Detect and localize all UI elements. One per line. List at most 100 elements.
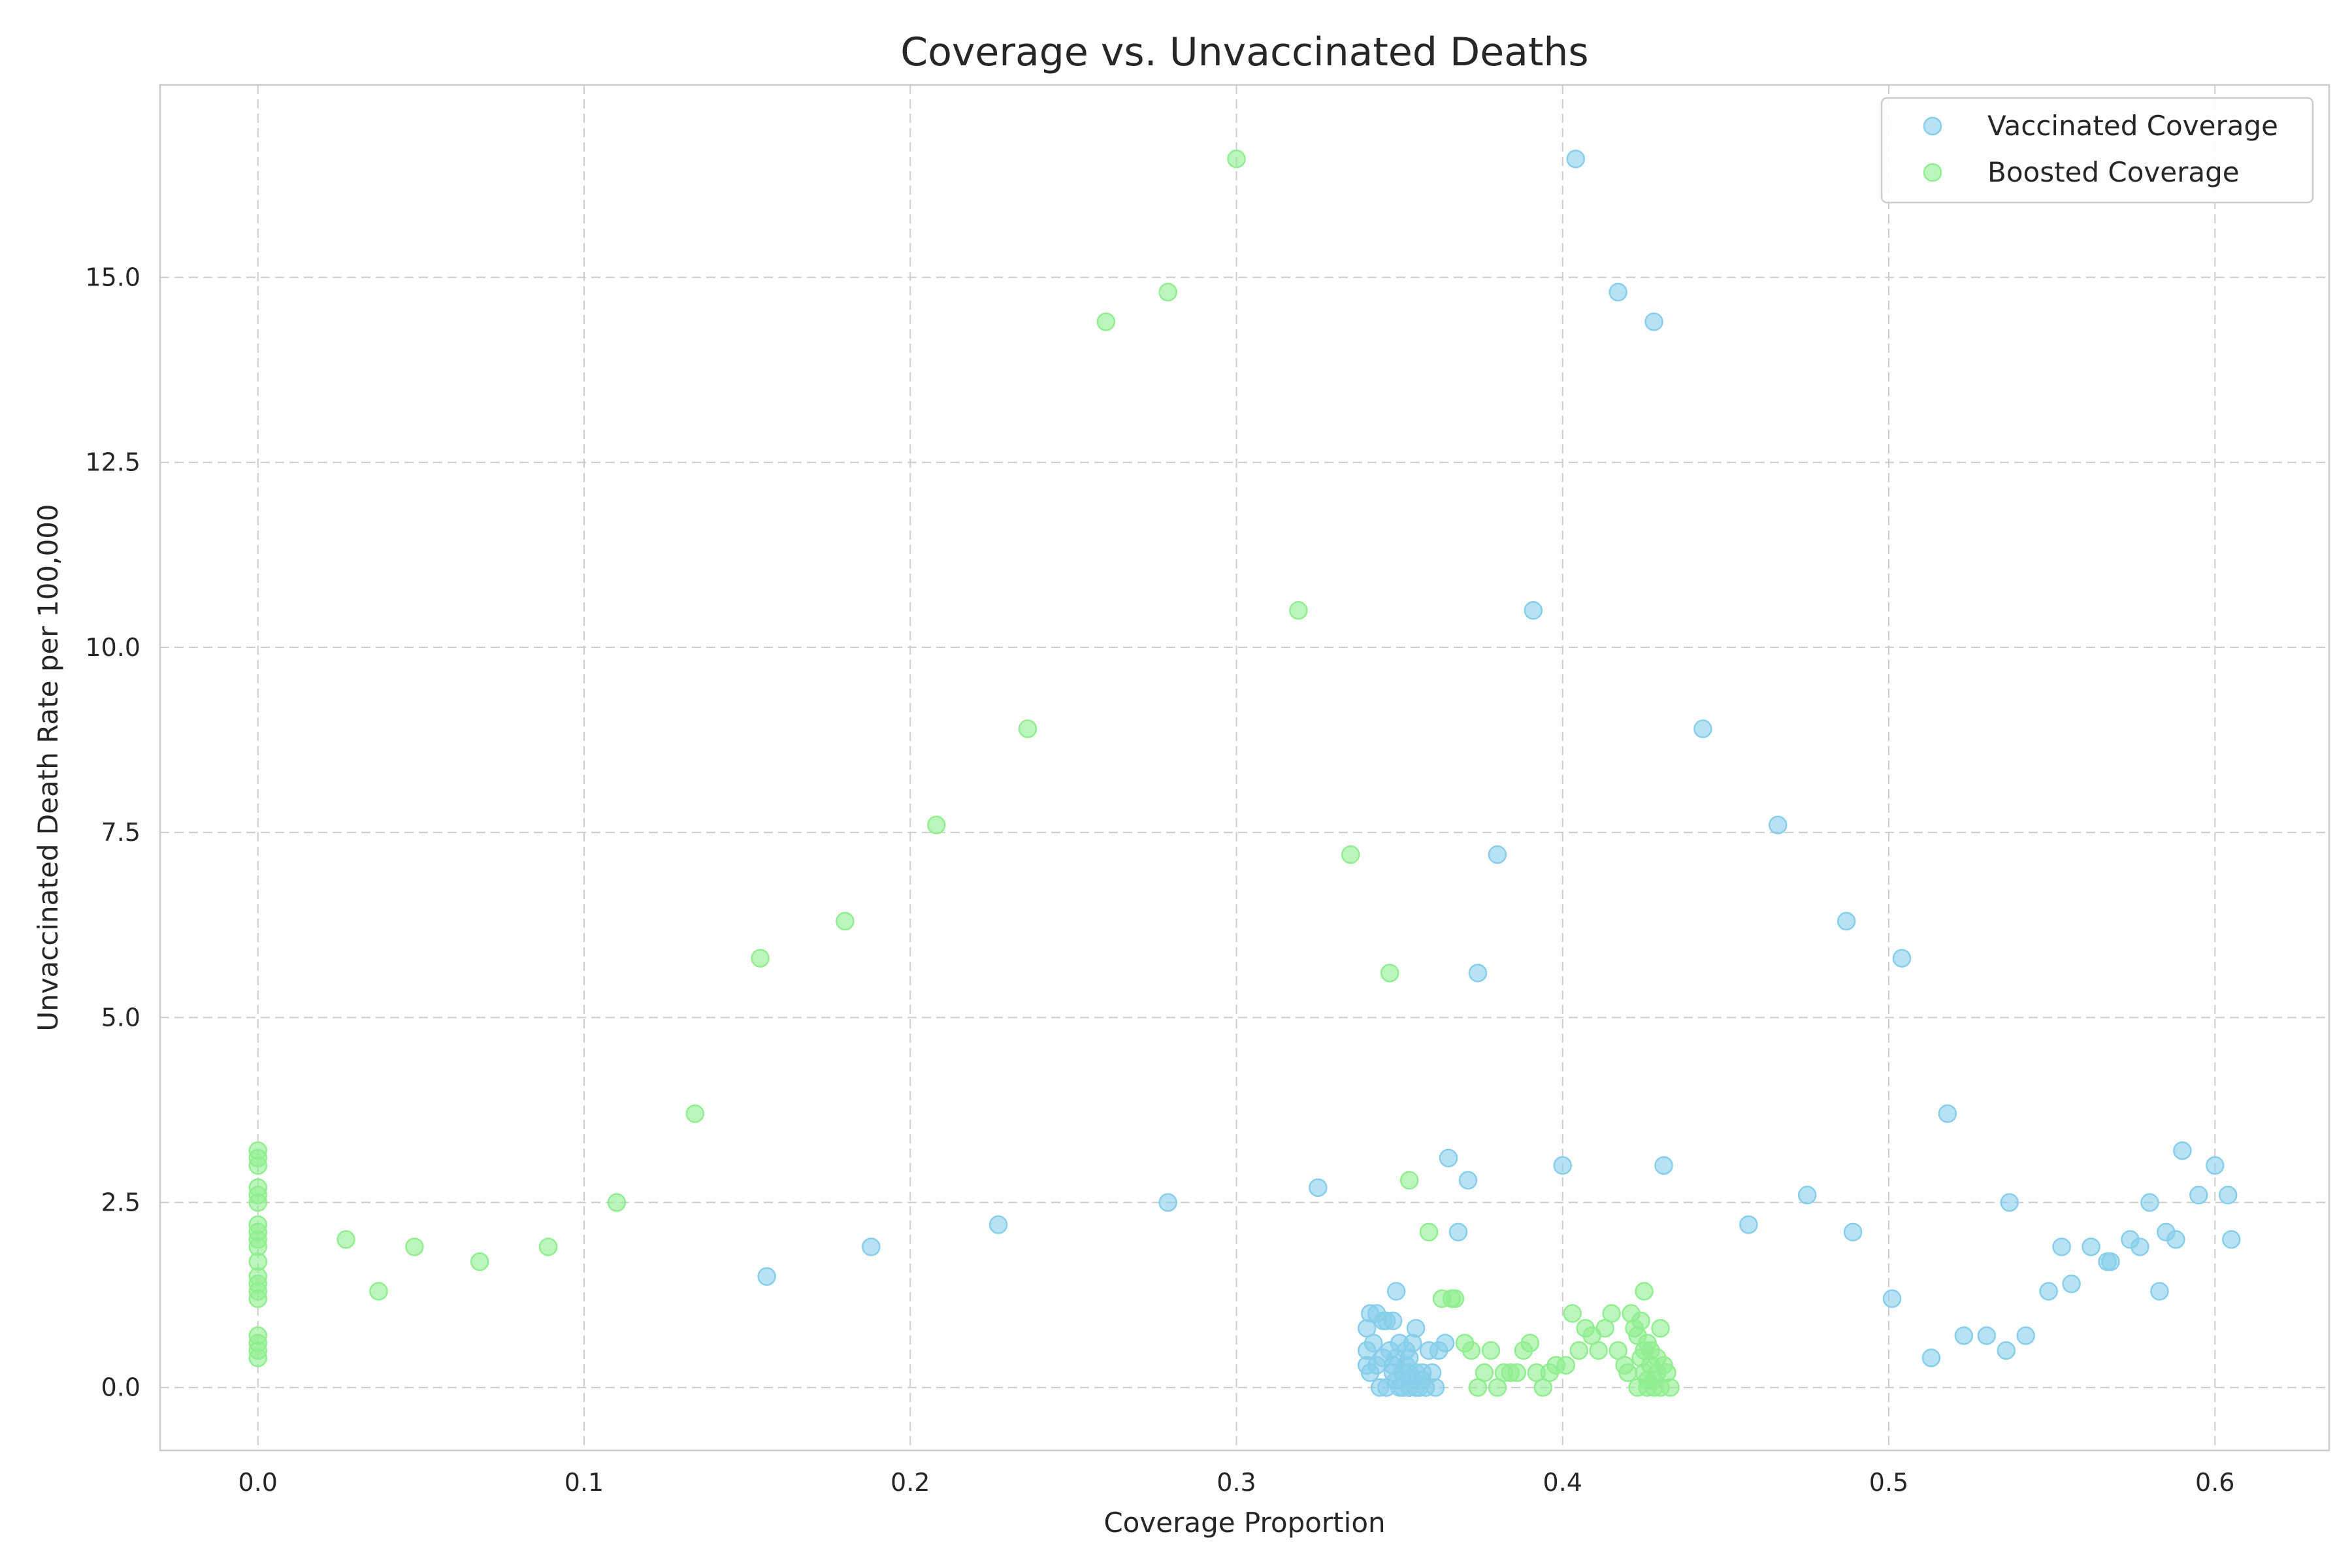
data-point	[369, 1282, 388, 1301]
data-point	[607, 1193, 627, 1212]
data-point	[1693, 719, 1712, 738]
data-point	[1609, 282, 1627, 302]
x-tick-label: 0.2	[890, 1468, 930, 1497]
data-point	[1638, 1371, 1657, 1390]
data-point	[2150, 1282, 2169, 1301]
data-point	[1520, 1333, 1540, 1352]
data-point	[1426, 1378, 1445, 1397]
data-point	[1406, 1318, 1426, 1338]
data-point	[2221, 1230, 2241, 1249]
data-point	[1954, 1326, 1974, 1345]
chart-title: Coverage vs. Unvaccinated Deaths	[900, 29, 1588, 75]
data-point	[1739, 1215, 1758, 1234]
data-point	[1618, 1363, 1637, 1382]
data-point	[1797, 1185, 1817, 1205]
data-point	[1435, 1333, 1455, 1352]
data-point	[1843, 1222, 1863, 1242]
data-point	[1553, 1156, 1573, 1175]
plot-background	[160, 85, 2329, 1450]
data-point	[1439, 1149, 1458, 1168]
data-point	[1589, 1341, 1608, 1360]
legend-label-vaccinated: Vaccinated Coverage	[1987, 110, 2278, 142]
y-tick-labels: 0.0 2.5 5.0 7.5 10.0 12.5 15.0	[85, 263, 140, 1402]
y-tick-label: 15.0	[85, 263, 140, 292]
data-point	[751, 949, 770, 968]
data-point	[1475, 1363, 1494, 1382]
data-point	[2189, 1185, 2208, 1205]
data-point	[1644, 312, 1663, 331]
data-point	[1227, 150, 1246, 169]
data-point	[1977, 1326, 1997, 1345]
x-tick-label: 0.6	[2195, 1468, 2234, 1497]
data-point	[862, 1237, 881, 1256]
plot-frame	[159, 84, 2330, 1452]
data-point	[538, 1237, 558, 1256]
data-point	[2101, 1252, 2120, 1271]
data-point	[1921, 1348, 1941, 1367]
data-point	[248, 1193, 268, 1212]
data-point	[1635, 1341, 1654, 1360]
data-point	[1399, 1171, 1419, 1190]
data-point	[470, 1252, 489, 1271]
y-tick-label: 5.0	[101, 1003, 140, 1032]
data-point	[2206, 1156, 2225, 1175]
data-point	[1938, 1104, 1957, 1123]
data-point	[1445, 1289, 1465, 1309]
data-point	[2218, 1185, 2238, 1205]
data-point	[2131, 1237, 2149, 1256]
data-point	[1892, 949, 1912, 968]
data-point	[1481, 1341, 1501, 1360]
data-point	[1524, 601, 1543, 620]
data-point	[1158, 282, 1177, 302]
data-point	[1488, 845, 1507, 864]
data-point	[2166, 1230, 2185, 1249]
y-tick-label: 7.5	[101, 818, 140, 847]
data-point	[1602, 1304, 1621, 1323]
data-point	[1158, 1193, 1177, 1212]
data-point	[336, 1230, 355, 1249]
data-point	[1997, 1341, 2016, 1360]
data-point	[2082, 1237, 2100, 1256]
x-tick-label: 0.5	[1869, 1468, 1908, 1497]
data-point	[405, 1237, 424, 1256]
data-point	[1651, 1318, 1670, 1338]
data-point	[1458, 1171, 1478, 1190]
data-point	[2039, 1282, 2058, 1301]
x-tick-label: 0.4	[1543, 1468, 1582, 1497]
data-point	[1419, 1222, 1439, 1242]
data-point	[1364, 1333, 1383, 1352]
data-point	[1635, 1282, 1654, 1301]
data-point	[926, 815, 946, 835]
series-vaccinated	[757, 150, 2241, 1397]
data-point	[836, 911, 855, 931]
data-points	[248, 150, 2241, 1397]
data-point	[248, 1289, 268, 1309]
x-tick-labels: 0.0 0.1 0.2 0.3 0.4 0.5 0.6	[238, 1468, 2235, 1497]
data-point	[1507, 1363, 1527, 1382]
data-point	[757, 1267, 776, 1286]
data-point	[2062, 1274, 2081, 1294]
data-point	[248, 1348, 268, 1367]
x-tick-label: 0.1	[564, 1468, 604, 1497]
legend-marker-vaccinated	[1923, 116, 1942, 136]
data-point	[1096, 312, 1116, 331]
series-boosted	[248, 150, 1680, 1397]
data-point	[1341, 845, 1360, 864]
data-point	[1448, 1222, 1468, 1242]
data-point	[2016, 1326, 2035, 1345]
data-point	[1383, 1363, 1403, 1382]
y-axis-label: Unvaccinated Death Rate per 100,000	[32, 504, 64, 1031]
data-point	[1882, 1289, 1902, 1309]
legend: Vaccinated Coverage Boosted Coverage	[1880, 97, 2314, 204]
data-point	[1769, 815, 1788, 835]
y-tick-label: 0.0	[101, 1373, 140, 1402]
legend-frame	[1880, 97, 2314, 204]
grid	[160, 85, 2329, 1450]
data-point	[1566, 150, 1585, 169]
data-point	[1837, 911, 1856, 931]
data-point	[2000, 1193, 2019, 1212]
data-point	[2140, 1193, 2159, 1212]
data-point	[1556, 1356, 1576, 1375]
legend-marker-boosted	[1923, 163, 1942, 182]
